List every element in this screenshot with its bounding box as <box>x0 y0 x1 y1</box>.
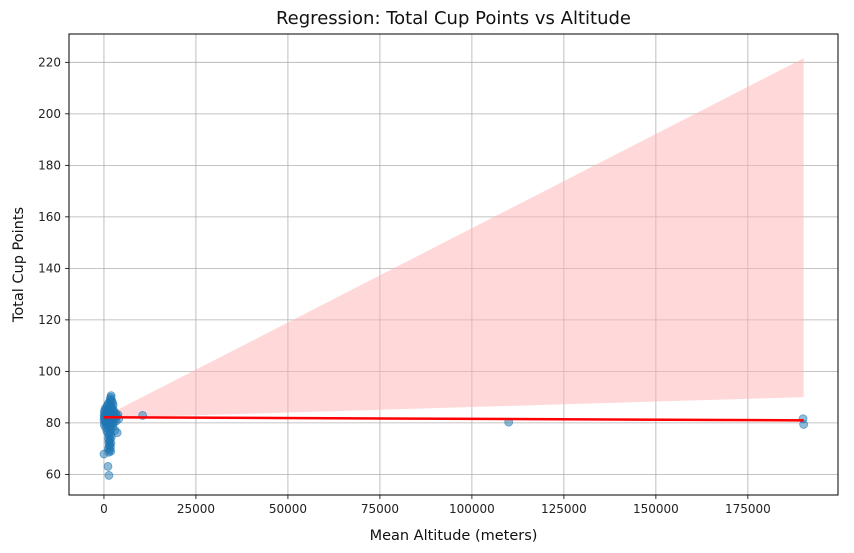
x-axis-label: Mean Altitude (meters) <box>370 528 538 544</box>
data-point <box>103 462 113 471</box>
y-tick-label: 120 <box>38 313 61 327</box>
y-tick-label: 80 <box>46 416 61 430</box>
x-tick-label: 0 <box>100 502 108 516</box>
y-tick-label: 200 <box>38 107 61 121</box>
data-point <box>799 420 809 429</box>
y-tick-label: 60 <box>46 467 61 481</box>
data-point <box>104 471 114 480</box>
y-axis-label: Total Cup Points <box>11 207 27 323</box>
x-tick-label: 75000 <box>361 502 399 516</box>
regression-line-group <box>103 415 804 422</box>
confidence-band-area <box>103 58 804 418</box>
x-tick-label: 125000 <box>541 502 587 516</box>
y-tick-label: 140 <box>38 261 61 275</box>
y-tick-label: 160 <box>38 210 61 224</box>
data-point <box>99 449 109 459</box>
x-tick-label: 25000 <box>177 502 215 516</box>
regression-line <box>103 415 804 422</box>
y-tick-label: 220 <box>38 55 61 69</box>
y-tick-label: 100 <box>38 364 61 378</box>
y-axis-ticks: 60 80 100 120 140 160 180 200 220 <box>38 55 69 481</box>
x-axis-ticks: 0 25000 50000 75000 100000 125000 150000 175000 <box>100 495 771 516</box>
confidence-band <box>103 58 804 418</box>
x-tick-label: 150000 <box>633 502 679 516</box>
plot-frame <box>68 33 839 496</box>
x-tick-label: 50000 <box>269 502 307 516</box>
y-tick-label: 180 <box>38 158 61 172</box>
chart-title: Regression: Total Cup Points vs Altitude <box>276 8 631 29</box>
x-tick-label: 100000 <box>449 502 495 516</box>
x-tick-label: 175000 <box>725 502 771 516</box>
